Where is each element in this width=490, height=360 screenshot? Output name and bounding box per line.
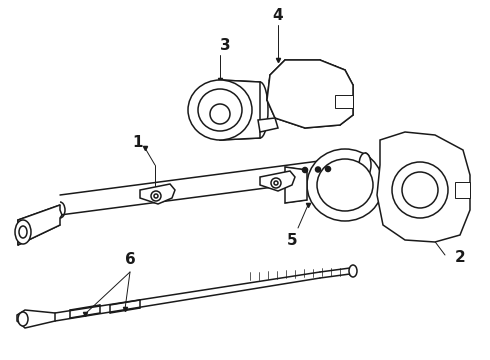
Polygon shape <box>455 182 470 198</box>
Ellipse shape <box>188 80 252 140</box>
Polygon shape <box>220 80 260 140</box>
Ellipse shape <box>19 226 27 238</box>
Ellipse shape <box>302 167 308 172</box>
Ellipse shape <box>325 166 330 171</box>
Ellipse shape <box>18 312 28 326</box>
Polygon shape <box>260 171 295 191</box>
Polygon shape <box>335 95 353 108</box>
Ellipse shape <box>307 149 383 221</box>
Polygon shape <box>258 118 278 132</box>
Ellipse shape <box>15 220 31 244</box>
Text: 1: 1 <box>133 135 143 149</box>
Text: 2: 2 <box>455 251 466 266</box>
Ellipse shape <box>317 159 373 211</box>
Text: 6: 6 <box>124 252 135 267</box>
Ellipse shape <box>154 194 158 198</box>
Polygon shape <box>267 60 353 128</box>
Polygon shape <box>17 310 55 328</box>
Text: 3: 3 <box>220 37 230 53</box>
Ellipse shape <box>210 104 230 124</box>
Ellipse shape <box>151 191 161 201</box>
Ellipse shape <box>402 172 438 208</box>
Ellipse shape <box>271 178 281 188</box>
Polygon shape <box>377 132 470 242</box>
Text: 5: 5 <box>287 233 297 248</box>
Text: 4: 4 <box>273 8 283 23</box>
Ellipse shape <box>392 162 448 218</box>
Ellipse shape <box>316 167 320 172</box>
Ellipse shape <box>359 153 371 177</box>
Polygon shape <box>285 167 307 203</box>
Polygon shape <box>18 205 62 245</box>
Ellipse shape <box>349 265 357 277</box>
Ellipse shape <box>274 181 278 185</box>
Ellipse shape <box>198 89 242 131</box>
Polygon shape <box>140 184 175 204</box>
